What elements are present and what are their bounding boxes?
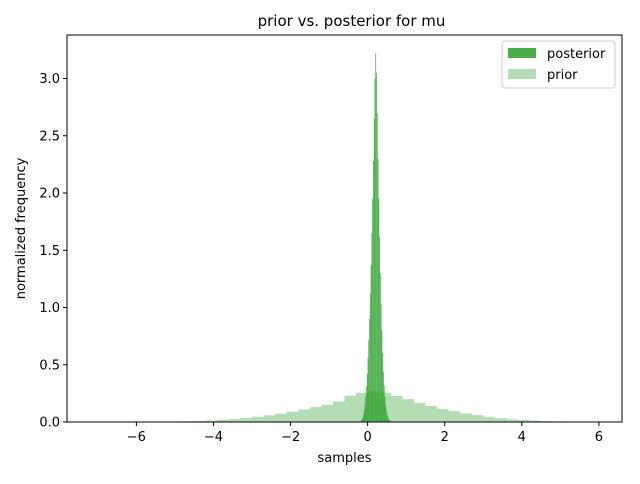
y-axis-label: normalized frequency xyxy=(14,157,29,299)
bar-posterior-35 xyxy=(387,415,388,422)
bar-posterior-5 xyxy=(364,411,365,422)
bar-prior-18 xyxy=(333,401,345,422)
bar-posterior-31 xyxy=(384,385,385,422)
bar-posterior-14 xyxy=(371,265,372,422)
bar-prior-15 xyxy=(298,409,310,422)
bar-prior-13 xyxy=(275,414,287,422)
bar-posterior-9 xyxy=(367,374,368,422)
y-tick-label: 3.0 xyxy=(39,72,60,87)
x-tick-label: −2 xyxy=(281,430,300,445)
y-tick-label: 2.0 xyxy=(39,187,60,202)
bar-prior-11 xyxy=(252,417,264,422)
bar-prior-24 xyxy=(402,399,414,422)
bar-posterior-23 xyxy=(378,159,379,422)
chart-title: prior vs. posterior for mu xyxy=(258,12,446,30)
bar-posterior-27 xyxy=(381,304,382,422)
bar-prior-12 xyxy=(264,415,276,422)
bar-posterior-18 xyxy=(374,119,375,422)
x-tick-label: −4 xyxy=(204,430,223,445)
bar-prior-29 xyxy=(460,413,472,422)
bar-prior-32 xyxy=(495,418,507,422)
y-tick-label: 0.0 xyxy=(39,416,60,431)
x-axis-label: samples xyxy=(317,451,371,466)
x-tick-label: 4 xyxy=(518,430,526,445)
bar-posterior-36 xyxy=(388,417,389,422)
x-tick-label: 2 xyxy=(441,430,449,445)
bar-posterior-12 xyxy=(369,319,370,422)
bar-prior-30 xyxy=(472,415,484,422)
y-tick-label: 1.0 xyxy=(39,301,60,316)
bar-posterior-6 xyxy=(365,405,366,422)
bar-prior-25 xyxy=(414,403,426,422)
x-tick-label: 0 xyxy=(363,430,371,445)
bar-prior-28 xyxy=(449,411,461,422)
bar-posterior-29 xyxy=(382,353,383,422)
legend-label-prior: prior xyxy=(547,68,578,83)
y-tick-label: 1.5 xyxy=(39,244,60,259)
bar-posterior-32 xyxy=(385,397,386,422)
bar-posterior-4 xyxy=(363,415,364,422)
bar-prior-19 xyxy=(345,396,357,422)
bar-posterior-25 xyxy=(379,237,380,422)
bar-posterior-8 xyxy=(366,387,367,422)
bar-posterior-20 xyxy=(375,53,376,422)
bar-posterior-3 xyxy=(362,418,363,422)
bar-posterior-7 xyxy=(365,397,366,422)
bar-prior-16 xyxy=(310,407,322,422)
bar-posterior-22 xyxy=(377,113,378,422)
bar-posterior-30 xyxy=(383,372,384,422)
bar-prior-14 xyxy=(287,412,299,422)
bar-posterior-19 xyxy=(375,79,376,422)
bar-posterior-34 xyxy=(386,411,387,422)
bar-prior-10 xyxy=(240,418,252,422)
bar-prior-31 xyxy=(483,417,495,422)
bar-posterior-21 xyxy=(376,73,377,422)
bar-posterior-11 xyxy=(368,340,369,422)
legend-label-posterior: posterior xyxy=(547,47,606,62)
bar-posterior-13 xyxy=(370,294,371,422)
bar-posterior-10 xyxy=(368,358,369,422)
bar-posterior-28 xyxy=(382,330,383,422)
bar-prior-23 xyxy=(391,396,403,422)
bar-prior-26 xyxy=(425,406,437,422)
bar-posterior-15 xyxy=(371,233,372,422)
x-tick-label: −6 xyxy=(127,430,146,445)
legend-swatch-posterior xyxy=(508,48,536,58)
bar-posterior-33 xyxy=(385,405,386,422)
bar-posterior-24 xyxy=(378,199,379,422)
bar-posterior-17 xyxy=(373,161,374,422)
legend-swatch-prior xyxy=(508,69,536,79)
bar-posterior-16 xyxy=(372,199,373,422)
y-tick-label: 0.5 xyxy=(39,358,60,373)
y-tick-label: 2.5 xyxy=(39,129,60,144)
legend: posterior prior xyxy=(502,41,615,88)
x-tick-label: 6 xyxy=(595,430,603,445)
bar-posterior-26 xyxy=(380,273,381,422)
bar-prior-17 xyxy=(321,405,333,422)
bar-prior-27 xyxy=(437,409,449,422)
